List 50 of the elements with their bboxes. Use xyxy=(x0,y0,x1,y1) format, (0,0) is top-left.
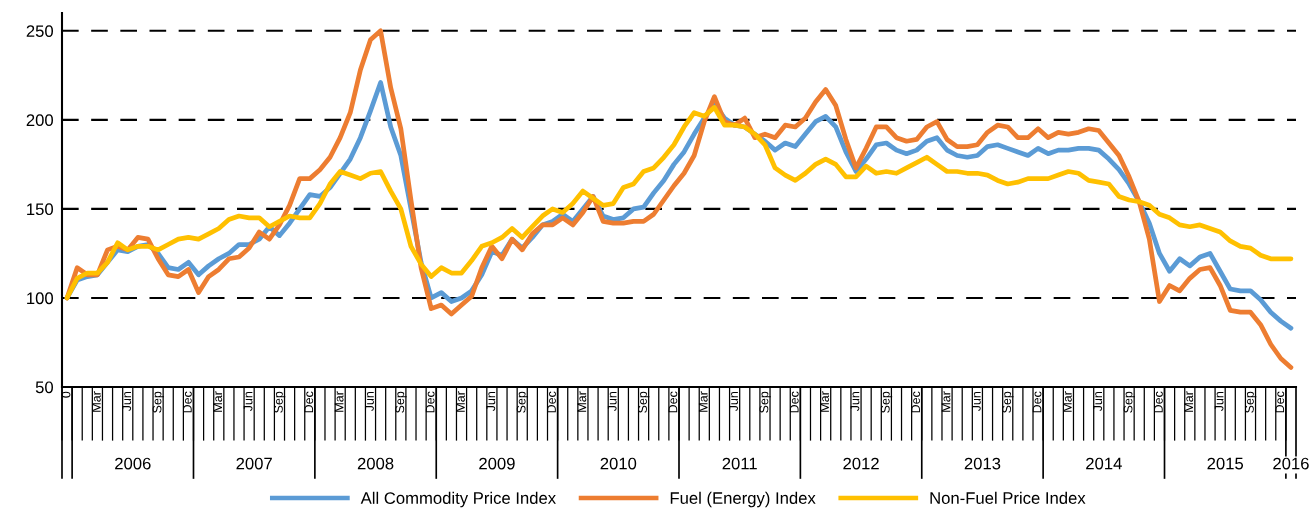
text: 2015 xyxy=(1207,457,1244,470)
y-tick-label: 150 xyxy=(27,203,54,216)
x-tick-label: Dec xyxy=(668,391,678,413)
line-series xyxy=(64,105,1294,301)
x-tick-label: Mar xyxy=(334,391,344,412)
text: 2014 xyxy=(1086,457,1122,470)
y-tick-label: 200 xyxy=(26,114,54,127)
x-tick-label: Mar xyxy=(92,391,101,412)
x-tick-label: Jun xyxy=(486,391,496,412)
x-tick-label: Mar xyxy=(941,391,951,412)
x-tick-label: Jun xyxy=(607,391,617,412)
x-tick-label: Jun xyxy=(850,391,860,412)
x-tick-label: Sep xyxy=(516,391,529,413)
legend-label: Fuel (Energy) Index xyxy=(670,491,816,508)
legend-label: All Commodity Price Index xyxy=(360,491,556,508)
x-tick-label: Mar xyxy=(577,391,587,412)
x-tick-label: Dec xyxy=(304,391,314,413)
x-tick-label: Mar xyxy=(213,391,223,412)
x-tick-label: Dec xyxy=(1032,391,1042,413)
x-tick-label: Sep xyxy=(1002,391,1014,413)
x-tick-label: Sep xyxy=(152,391,164,413)
text: 2010 xyxy=(600,457,637,470)
y-tick-label: 250 xyxy=(26,25,54,38)
legend-label: Non-Fuel Price Index xyxy=(930,491,1086,504)
line-series xyxy=(64,28,1294,370)
y-tick-label: 50 xyxy=(35,381,54,394)
x-tick-label: Sep xyxy=(759,391,771,413)
text: 2006 xyxy=(115,457,151,470)
x-tick-label: Jun xyxy=(1093,391,1103,412)
text: 2008 xyxy=(357,457,394,470)
x-tick-label: Dec xyxy=(789,391,799,413)
x-tick-label: Dec xyxy=(425,391,435,413)
x-tick-label: Mar xyxy=(698,391,708,412)
x-tick-label: Sep xyxy=(880,391,893,413)
text: 2009 xyxy=(479,457,515,470)
x-tick-label: Jun xyxy=(122,391,132,412)
text: 2016 xyxy=(1273,457,1309,470)
text: 2013 xyxy=(964,457,1001,470)
x-tick-label: Sep xyxy=(1123,391,1135,413)
text: 2012 xyxy=(843,457,879,470)
x-tick-label: Jun xyxy=(972,391,981,412)
y-tick-label: 100 xyxy=(27,292,54,305)
x-tick-label: Jun xyxy=(243,391,253,412)
x-tick-label: Mar xyxy=(1184,391,1194,412)
x-tick-label: 0 xyxy=(61,391,71,398)
text: 2007 xyxy=(236,457,272,470)
text: 2011 xyxy=(722,457,757,470)
x-tick-label: Jun xyxy=(1214,391,1224,412)
x-tick-label: Sep xyxy=(395,391,407,413)
x-tick-label: Dec xyxy=(1275,391,1285,413)
